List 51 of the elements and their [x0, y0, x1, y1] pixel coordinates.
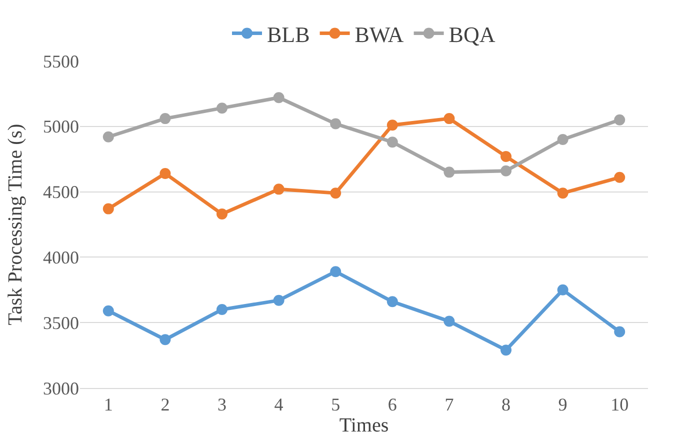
x-tick-label: 9	[558, 394, 568, 415]
legend-label: BQA	[448, 22, 496, 47]
point	[386, 296, 398, 308]
point	[386, 120, 398, 131]
point	[216, 304, 228, 316]
point	[444, 166, 455, 178]
x-tick-label: 6	[388, 394, 397, 415]
point	[102, 305, 114, 316]
point	[614, 326, 626, 338]
point	[330, 188, 342, 199]
point	[444, 316, 455, 327]
point	[557, 134, 568, 145]
x-tick-label: 5	[331, 394, 340, 415]
point	[102, 203, 114, 214]
y-axis-title: Task Processing Time (s)	[4, 124, 26, 326]
point	[557, 284, 568, 296]
point	[500, 344, 512, 356]
point	[160, 113, 171, 124]
x-tick-label: 4	[274, 394, 284, 415]
point	[273, 294, 284, 306]
point	[614, 172, 626, 183]
point	[500, 150, 512, 162]
point	[614, 114, 626, 126]
legend-label: BLB	[267, 22, 310, 47]
point	[216, 208, 228, 220]
x-tick-label: 2	[160, 394, 170, 415]
point	[102, 131, 114, 142]
x-tick-label: 8	[502, 394, 510, 415]
point	[273, 92, 284, 104]
y-tick-label: 4000	[43, 248, 79, 268]
x-tick-label: 1	[104, 394, 113, 415]
y-tick-label: 5000	[43, 116, 79, 137]
x-tick-label: 3	[218, 394, 226, 415]
x-tick-label: 10	[610, 394, 629, 415]
point	[160, 168, 171, 179]
legend-label: BWA	[354, 22, 404, 47]
point	[273, 184, 284, 195]
y-tick-label: 5500	[43, 51, 79, 72]
point	[500, 165, 512, 176]
point	[330, 118, 342, 130]
point	[216, 102, 228, 114]
point	[557, 188, 568, 199]
x-axis-title: Times	[339, 414, 389, 437]
x-tick-label: 7	[444, 394, 454, 415]
point	[444, 113, 455, 124]
point	[386, 136, 398, 148]
y-tick-label: 3500	[43, 312, 79, 333]
point	[330, 266, 342, 278]
y-tick-label: 4500	[43, 182, 79, 202]
point	[160, 334, 171, 346]
y-tick-label: 3000	[43, 378, 79, 398]
